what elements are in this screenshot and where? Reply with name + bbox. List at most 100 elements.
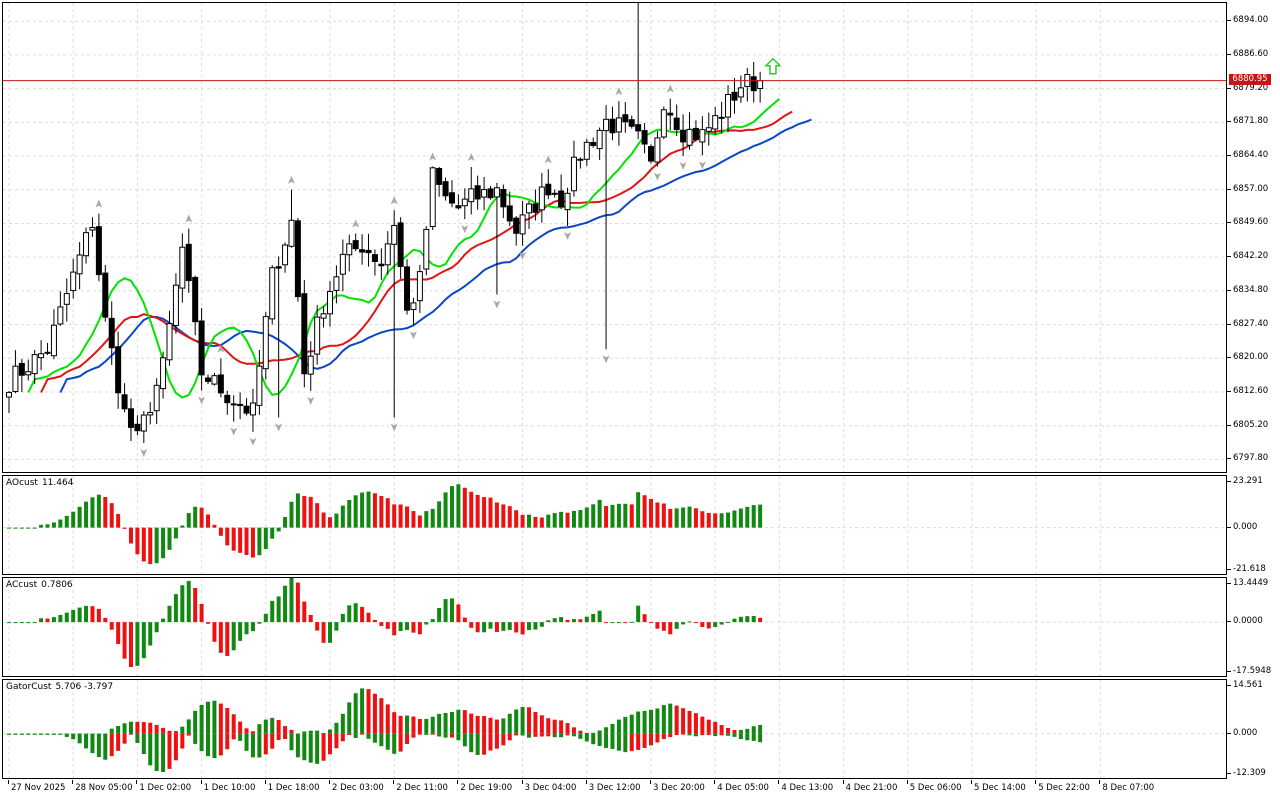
histogram-bar-up <box>687 506 692 528</box>
indicator-tick: -17.5948 <box>1226 666 1271 676</box>
fractal-up-icon <box>467 152 475 161</box>
histogram-bar-up <box>616 622 621 624</box>
bull-candle-body <box>654 137 661 163</box>
gator-upper-bar-up <box>128 721 133 734</box>
histogram-bar-up <box>578 510 583 528</box>
gator-upper-bar-up <box>116 725 121 734</box>
gator-lower-bar-down <box>405 733 410 744</box>
histogram-bar-up <box>13 622 18 624</box>
histogram-bar-down <box>494 622 499 632</box>
gator-upper-bar-down <box>321 733 326 735</box>
candle <box>757 71 764 103</box>
gator-upper-bar-up <box>514 709 519 734</box>
histogram-bar-down <box>244 527 249 556</box>
histogram-bar-up <box>180 525 185 528</box>
histogram-bar-up <box>32 622 37 624</box>
gator-upper-bar-up <box>501 718 506 734</box>
time-tick: 3 Dec 12:00 <box>585 780 641 793</box>
histogram-bar-down <box>315 622 320 631</box>
gator-lower-bar-down <box>411 733 416 738</box>
gator-upper-bar-up <box>738 730 743 734</box>
histogram-bar-up <box>546 620 551 623</box>
price-chart[interactable] <box>3 3 1227 473</box>
histogram-bar-down <box>379 495 384 528</box>
gator-lower-bar-down <box>629 733 634 752</box>
ac-indicator-pane[interactable]: ACcust 0.7806 <box>2 577 1227 677</box>
candle <box>583 138 590 166</box>
candle <box>108 301 115 365</box>
bear-candle-body <box>95 226 102 276</box>
indicator-tick: 13.4449 <box>1226 578 1268 588</box>
bull-candle-body <box>519 214 526 235</box>
histogram-bar-up <box>173 594 178 623</box>
bull-candle-body <box>737 87 744 98</box>
candle <box>410 297 417 326</box>
gator-upper-bar-up <box>591 732 596 734</box>
candle <box>461 188 468 220</box>
bull-candle-body <box>615 117 622 133</box>
main-chart-pane[interactable] <box>2 2 1227 473</box>
candle <box>320 305 327 328</box>
gator-lower-bar-up <box>257 733 262 758</box>
histogram-bar-down <box>649 498 653 528</box>
candle <box>102 264 109 322</box>
histogram-bar-up <box>726 621 731 623</box>
histogram-bar-down <box>122 527 127 529</box>
candle <box>301 279 308 388</box>
gator-lower-bar-up <box>212 733 217 759</box>
histogram-bar-up <box>398 622 403 632</box>
gator-upper-bar-up <box>308 730 313 734</box>
histogram-bar-down <box>225 622 230 656</box>
histogram-bar-down <box>475 494 480 528</box>
histogram-bar-down <box>758 617 763 623</box>
histogram-bar-down <box>199 507 204 528</box>
gator-upper-bar-down <box>584 732 589 734</box>
gator-upper-bar-up <box>456 709 461 734</box>
bull-candle-body <box>63 293 70 305</box>
histogram-bar-up <box>584 507 589 528</box>
histogram-bar-down <box>514 622 519 633</box>
bull-candle-body <box>391 224 398 245</box>
gator-lower-bar-up <box>308 733 313 763</box>
fractal-up-icon <box>666 84 674 93</box>
gator-lower-bar-up <box>591 733 596 745</box>
gator-lower-bar-up <box>315 733 320 764</box>
bear-candle-body <box>558 190 565 208</box>
gator-lower-bar-up <box>19 733 24 735</box>
bear-candle-body <box>121 394 128 410</box>
histogram-bar-up <box>19 527 24 529</box>
histogram-bar-down <box>385 498 390 528</box>
histogram-bar-up <box>636 492 641 528</box>
gator-upper-bar-up <box>109 728 114 734</box>
histogram-bar-up <box>263 527 268 550</box>
histogram-bar-down <box>565 619 570 623</box>
histogram-bar-up <box>257 622 262 624</box>
bull-candle-body <box>307 355 314 375</box>
histogram-bar-up <box>161 527 166 559</box>
candle <box>545 169 552 200</box>
bear-candle-body <box>577 158 584 161</box>
histogram-bar-up <box>681 622 686 625</box>
histogram-bar-down <box>372 619 377 623</box>
gator-upper-bar-up <box>668 703 673 734</box>
fractal-up-icon <box>287 175 295 184</box>
gator-indicator-pane[interactable]: GatorCust 5.706 -3.797 <box>2 679 1227 779</box>
histogram-bar-up <box>231 622 236 651</box>
ao-indicator-pane[interactable]: AOcust 11.464 <box>2 475 1227 575</box>
price-tick: 6871.80 <box>1226 116 1268 126</box>
gator-upper-bar-down <box>135 721 140 734</box>
gator-upper-bar-up <box>758 725 763 734</box>
histogram-bar-down <box>225 527 230 546</box>
candle <box>577 157 584 169</box>
gator-lower-bar-down <box>636 733 641 750</box>
histogram-bar-up <box>340 505 345 528</box>
gator-lower-bar-down <box>328 733 332 755</box>
gator-upper-bar-up <box>193 710 198 734</box>
histogram-bar-up <box>51 522 56 528</box>
candle <box>532 189 539 221</box>
histogram-bar-down <box>507 506 512 528</box>
gator-upper-bar-up <box>449 711 454 734</box>
histogram-bar-up <box>238 622 243 641</box>
histogram-bar-up <box>437 608 442 623</box>
histogram-bar-up <box>738 616 743 623</box>
